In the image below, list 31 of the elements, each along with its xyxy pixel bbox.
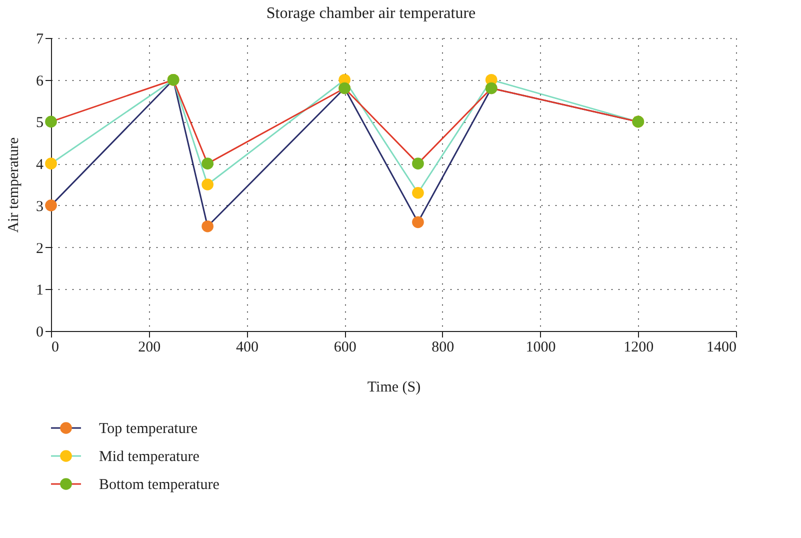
y-tick-label: 4 [36,157,44,174]
y-tick-label: 1 [36,282,44,299]
point [202,178,214,190]
x-tick-label: 1200 [624,340,654,356]
x-tick-label: 600 [334,340,356,356]
point [202,220,214,232]
y-axis-title: Air temperature [6,136,22,233]
x-tick-label: 200 [138,340,161,356]
point [45,158,57,170]
point [412,158,424,170]
point [412,186,424,199]
point [412,216,424,228]
y-tick-label: 7 [36,32,44,48]
x-tick-label: 0 [52,340,59,356]
point [45,116,57,128]
x-tick-label: 1400 [706,340,736,356]
y-tick-label: 3 [36,198,44,215]
y-tick-label: 5 [36,115,44,132]
legend-label: Top temperature [99,421,198,437]
legend-label: Bottom temperature [99,477,220,493]
y-tick-label: 0 [36,324,44,340]
point [202,158,214,170]
x-axis-title: Time (S) [367,380,421,396]
point [45,200,57,212]
x-tick-label: 1000 [526,340,556,356]
legend-label: Mid temperature [99,449,200,465]
y-tick-label: 6 [36,73,44,90]
y-tick-label: 2 [36,240,44,257]
x-tick-label: 400 [236,340,258,356]
x-tick-label: 800 [432,340,454,356]
chart-title: Storage chamber air temperature [266,5,476,22]
